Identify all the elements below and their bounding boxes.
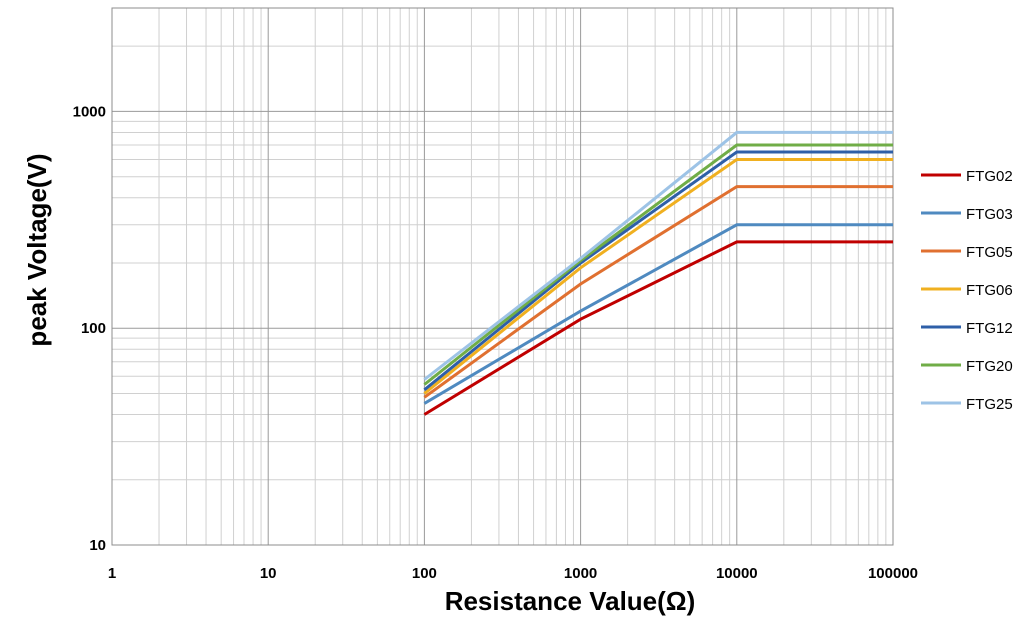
legend-label: FTG25 [966, 396, 1013, 413]
x-tick-label: 10 [260, 565, 277, 582]
y-tick-label: 100 [81, 320, 106, 337]
legend-label: FTG05 [966, 244, 1013, 261]
legend-label: FTG06 [966, 282, 1013, 299]
series-line-ftg03 [423, 223, 893, 405]
grid-minor [112, 7, 893, 545]
x-tick-label: 1 [108, 565, 116, 582]
x-axis-title: Resistance Value(Ω) [445, 586, 696, 616]
series-line-ftg20 [423, 143, 893, 386]
series-layer [423, 130, 893, 416]
series-line-ftg06 [423, 158, 893, 395]
series-line-ftg25 [423, 130, 893, 381]
legend-label: FTG03 [966, 206, 1013, 223]
plot-area [111, 7, 894, 546]
legend-label: FTG20 [966, 358, 1013, 375]
y-tick-label: 1000 [73, 103, 106, 120]
series-line-ftg02 [423, 240, 893, 416]
x-tick-label: 100000 [868, 565, 918, 582]
y-axis-title: peak Voltage(V) [22, 153, 52, 346]
x-tick-labels: 1 10 100 1000 10000 100000 [108, 565, 918, 582]
x-tick-label: 1000 [564, 565, 597, 582]
y-tick-label: 10 [89, 537, 106, 554]
x-tick-label: 10000 [716, 565, 758, 582]
y-tick-labels: 10 100 1000 [73, 103, 106, 554]
legend: FTG02 FTG03 FTG05 FTG06 FTG12 FTG20 FTG25 [921, 168, 1013, 413]
legend-label: FTG02 [966, 168, 1013, 185]
series-line-ftg12 [423, 150, 893, 391]
legend-label: FTG12 [966, 320, 1013, 337]
series-line-ftg05 [423, 185, 893, 399]
grid-major [111, 8, 894, 546]
x-tick-label: 100 [412, 565, 437, 582]
